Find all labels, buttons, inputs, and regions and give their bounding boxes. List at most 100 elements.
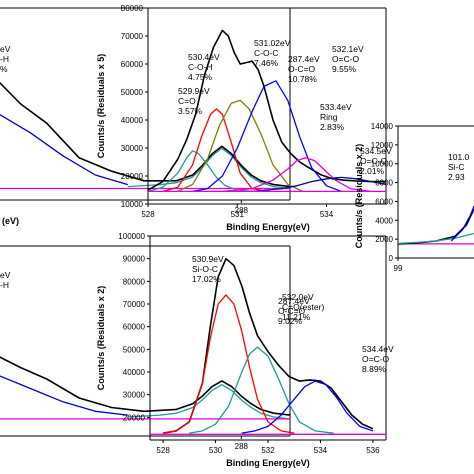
series-line-3: [177, 99, 303, 192]
annotation-line: -H: [0, 280, 9, 290]
x-tick-label: 288: [235, 442, 249, 451]
annotation-line: Ring: [320, 112, 338, 122]
series-line-2: [398, 232, 474, 245]
annotation: eV-H%: [0, 44, 11, 74]
x-tick-label: 530: [209, 446, 223, 455]
annotation-line: eV: [0, 44, 11, 54]
annotation-line: eV: [0, 270, 11, 280]
annotation-line: O-C=O: [278, 306, 306, 316]
annotation-line: 530.4eV: [188, 52, 220, 62]
annotation-line: 532.1eV: [332, 44, 364, 54]
annotation-line: 2.83%: [320, 122, 345, 132]
annotation-line: C-O-C: [254, 48, 279, 58]
series-line-2: [189, 346, 334, 434]
x-tick-label: 532: [261, 446, 275, 455]
y-tick-label: 50000: [123, 345, 146, 354]
y-tick-label: 60000: [121, 60, 144, 69]
annotation-line: Si-O-C: [192, 264, 218, 274]
annotation-line: 529.9eV: [178, 86, 210, 96]
series-group: [0, 81, 290, 190]
y-tick-label: 6000: [375, 197, 393, 206]
annotation-line: C-O-H: [188, 62, 213, 72]
series-group: [150, 257, 386, 435]
annotation-line: 534.4eV: [362, 344, 394, 354]
y-axis-label: Counts/s (Residuals x 5): [96, 54, 106, 159]
panel-b-plot: 528 531 534 10000 20000 30000 40000 50000 60000 7…: [96, 4, 392, 232]
y-tick-label: 20000: [123, 413, 146, 422]
y-tick-label: 20000: [121, 172, 144, 181]
series-group: [148, 29, 386, 193]
x-tick-label: 99: [394, 264, 403, 273]
x-axis-label: (eV): [2, 216, 19, 226]
series-line-2: [0, 356, 290, 416]
annotation-line: 3.57%: [178, 106, 203, 116]
series-line-2: [162, 108, 268, 193]
annotation-line: 101.0: [448, 152, 470, 162]
y-tick-label: 0: [389, 254, 394, 263]
y-tick-label: 70000: [123, 300, 146, 309]
annotation: 101.0Si-C2.93: [448, 152, 470, 182]
x-tick-label: 534: [320, 210, 334, 219]
series-line-4: [192, 80, 342, 193]
annotation-line: %: [0, 64, 8, 74]
y-tick-label: 10000: [371, 160, 394, 169]
annotation-line: O=C-O: [360, 156, 388, 166]
series-line-0: [127, 384, 290, 420]
annotation-line: O=C-O: [332, 54, 360, 64]
y-tick-label: 40000: [123, 368, 146, 377]
y-tick-label: 80000: [123, 277, 146, 286]
y-tick-label: 100000: [118, 232, 145, 241]
x-tick-label: 528: [141, 210, 155, 219]
y-tick-label: 12000: [371, 141, 394, 150]
panel-d-plot: 528 530 532 534 5362000030000400005000060000…: [96, 232, 394, 468]
y-tick-label: 4000: [375, 216, 393, 225]
annotation-line: Si-C: [448, 162, 465, 172]
series-line-6: [252, 176, 386, 193]
annotation-line: 4.75%: [188, 72, 213, 82]
x-tick-label: 528: [156, 446, 170, 455]
annotation-line: 533.4eV: [320, 102, 352, 112]
annotation-line: 9.02%: [278, 316, 303, 326]
x-tick-label: 534: [314, 446, 328, 455]
annotation-line: 532.0eV: [282, 292, 314, 302]
series-line-3: [241, 380, 374, 434]
series-line-3: [450, 205, 474, 242]
annotation-line: C=O: [178, 96, 196, 106]
y-tick-label: 8000: [375, 179, 393, 188]
y-tick-label: 30000: [121, 144, 144, 153]
y-tick-label: 60000: [123, 323, 146, 332]
series-line-2: [0, 81, 290, 188]
series-group: [398, 205, 474, 245]
annotation-line: C=O(ester): [282, 302, 324, 312]
series-line-1: [398, 208, 474, 245]
x-tick-label: 531: [231, 210, 245, 219]
annotation-line: 11.21%: [282, 312, 311, 322]
y-tick-label: 50000: [121, 88, 144, 97]
y-tick-label: 90000: [123, 255, 146, 264]
x-tick-label: 288: [235, 206, 249, 215]
annotation-line: 7.46%: [254, 58, 279, 68]
y-tick-label: 80000: [121, 4, 144, 13]
annotation-line: O=C-O: [362, 354, 390, 364]
annotation-line: 534.5eV: [360, 146, 392, 156]
annotation: eV-H: [0, 270, 11, 290]
y-axis-label: Counts/s (Residuals x 2): [96, 286, 106, 391]
annotation-line: 8.89%: [362, 364, 387, 374]
series-line-3: [0, 375, 128, 416]
y-tick-label: 30000: [123, 391, 146, 400]
annotation-line: 530.9eV: [192, 254, 224, 264]
y-tick-label: 14000: [371, 122, 394, 131]
series-line-5: [222, 157, 372, 193]
